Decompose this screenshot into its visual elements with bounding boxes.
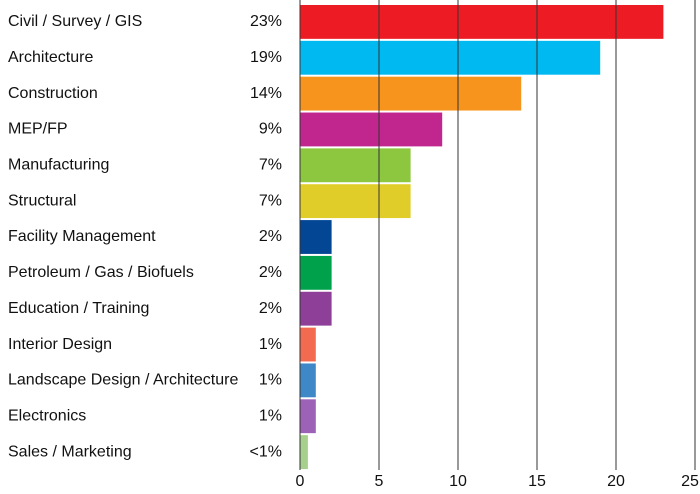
bar <box>300 148 411 183</box>
bar <box>300 184 411 219</box>
value-label: <1% <box>250 443 282 460</box>
bar <box>300 435 308 469</box>
x-tick-label: 25 <box>681 473 699 490</box>
category-label: MEP/FP <box>8 121 68 138</box>
category-label: Manufacturing <box>8 157 109 174</box>
value-label: 2% <box>259 228 282 245</box>
x-tick-label: 0 <box>296 473 305 490</box>
category-label: Construction <box>8 85 98 102</box>
category-label: Civil / Survey / GIS <box>8 13 142 30</box>
value-label: 1% <box>259 372 282 389</box>
bar <box>300 76 522 111</box>
value-label: 2% <box>259 300 282 317</box>
x-tick-label: 20 <box>607 473 625 490</box>
value-label: 7% <box>259 192 282 209</box>
x-tick-label: 5 <box>375 473 384 490</box>
value-label: 19% <box>250 49 282 66</box>
bar <box>300 5 664 39</box>
bar <box>300 40 601 75</box>
value-label: 1% <box>259 336 282 353</box>
category-label: Petroleum / Gas / Biofuels <box>8 264 194 281</box>
category-label: Structural <box>8 192 76 209</box>
x-tick-label: 10 <box>449 473 467 490</box>
x-tick-label: 15 <box>528 473 546 490</box>
bar <box>300 327 316 362</box>
category-label: Electronics <box>8 407 86 424</box>
bar <box>300 255 332 290</box>
value-label: 9% <box>259 121 282 138</box>
category-label: Sales / Marketing <box>8 443 132 460</box>
value-label: 14% <box>250 85 282 102</box>
bar <box>300 363 316 398</box>
bar <box>300 291 332 326</box>
category-label: Architecture <box>8 49 93 66</box>
value-label: 1% <box>259 407 282 424</box>
category-label: Interior Design <box>8 336 112 353</box>
value-label: 2% <box>259 264 282 281</box>
bar <box>300 399 316 434</box>
category-label: Facility Management <box>8 228 156 245</box>
bar <box>300 220 332 254</box>
value-label: 23% <box>250 13 282 30</box>
category-label: Landscape Design / Architecture <box>8 372 238 389</box>
category-label: Education / Training <box>8 300 149 317</box>
value-label: 7% <box>259 157 282 174</box>
bar <box>300 112 443 147</box>
